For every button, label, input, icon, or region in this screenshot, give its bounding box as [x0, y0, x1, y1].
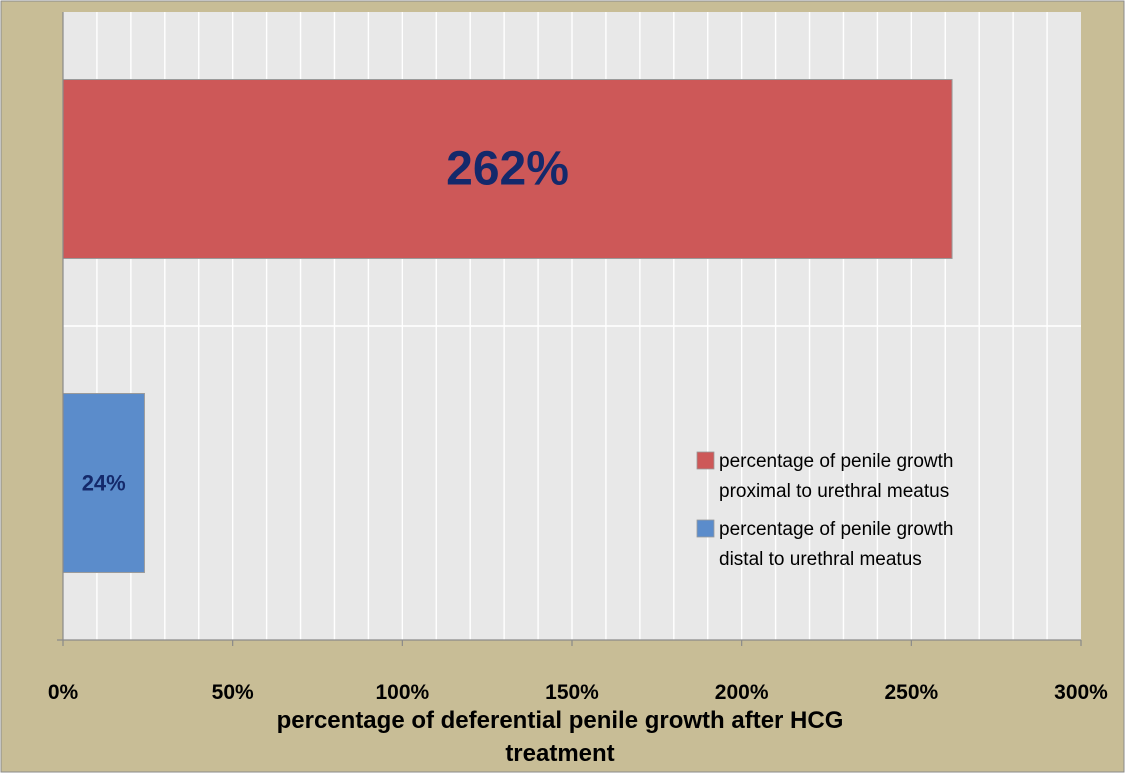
legend-swatch-2: [696, 519, 715, 538]
x-tick-label: 250%: [884, 681, 938, 704]
x-axis: 0% 50% 100% 150% 200% 250% 300%: [48, 12, 1108, 704]
data-label-1: 262%: [446, 143, 569, 196]
x-tick-label: 200%: [715, 681, 769, 704]
x-tick-label: 50%: [212, 681, 254, 704]
legend: percentage of penile growth proximal to u…: [696, 451, 954, 570]
legend-label-2: percentage of penile growth: [719, 519, 954, 540]
x-tick-label: 100%: [375, 681, 429, 704]
x-tick-label: 150%: [545, 681, 599, 704]
x-axis-title-line: treatment: [505, 740, 614, 767]
bar-1: [62, 79, 953, 259]
bar-2: [62, 393, 145, 573]
x-axis-title: percentage of deferential penile growth …: [277, 707, 844, 767]
x-tick-label: 300%: [1054, 681, 1108, 704]
bars: 262% 24%: [62, 79, 953, 573]
legend-swatch-1: [696, 451, 715, 470]
x-tick-label: 0%: [48, 681, 79, 704]
legend-label-2: distal to urethral meatus: [719, 549, 922, 570]
x-axis-title-line: percentage of deferential penile growth …: [277, 707, 844, 734]
data-label-2: 24%: [82, 471, 126, 496]
legend-label-1: proximal to urethral meatus: [719, 481, 949, 502]
legend-label-1: percentage of penile growth: [719, 451, 954, 472]
